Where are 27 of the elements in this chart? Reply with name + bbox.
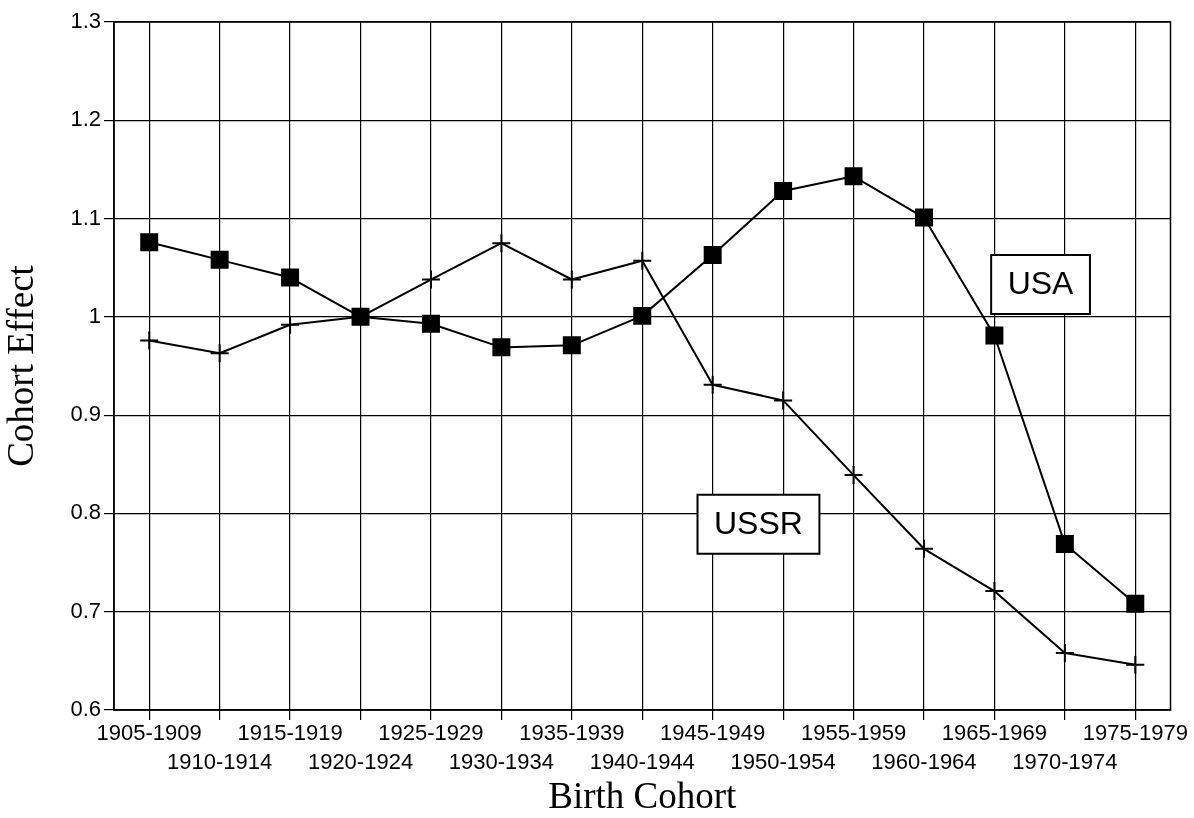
x-tick-label: 1955-1959 — [800, 720, 907, 746]
y-tick-label: 0.6 — [70, 696, 101, 722]
x-tick-label: 1975-1979 — [1082, 720, 1188, 746]
x-tick-label: 1940-1944 — [589, 748, 695, 774]
y-tick-label: 0.7 — [70, 597, 101, 623]
y-tick-label: 1.1 — [70, 204, 101, 230]
series-label: USA — [1007, 265, 1075, 302]
y-tick-label: 1.2 — [70, 106, 101, 132]
x-tick-label: 1915-1919 — [237, 720, 343, 746]
x-tick-label: 1945-1949 — [660, 720, 766, 746]
x-tick-label: 1970-1974 — [1012, 748, 1118, 774]
y-tick-label: 1 — [88, 302, 101, 328]
x-tick-label: 1935-1939 — [519, 720, 625, 746]
x-axis-title: Birth Cohort — [548, 775, 738, 817]
y-axis-title: Cohort Effect — [0, 264, 42, 467]
x-tick-label: 1905-1909 — [96, 720, 202, 746]
y-tick-label: 0.8 — [70, 499, 101, 525]
y-tick-label: 1.3 — [70, 8, 101, 34]
x-tick-label: 1910-1914 — [167, 748, 273, 774]
y-tick-label: 0.9 — [70, 401, 101, 427]
x-tick-label: 1925-1929 — [378, 720, 484, 746]
x-tick-label: 1920-1924 — [307, 748, 414, 774]
x-tick-label: 1960-1964 — [871, 748, 977, 774]
x-tick-label: 1930-1934 — [448, 748, 554, 774]
x-tick-label: 1950-1954 — [730, 748, 836, 774]
series-label: USSR — [714, 505, 803, 542]
x-tick-label: 1965-1969 — [941, 720, 1048, 746]
